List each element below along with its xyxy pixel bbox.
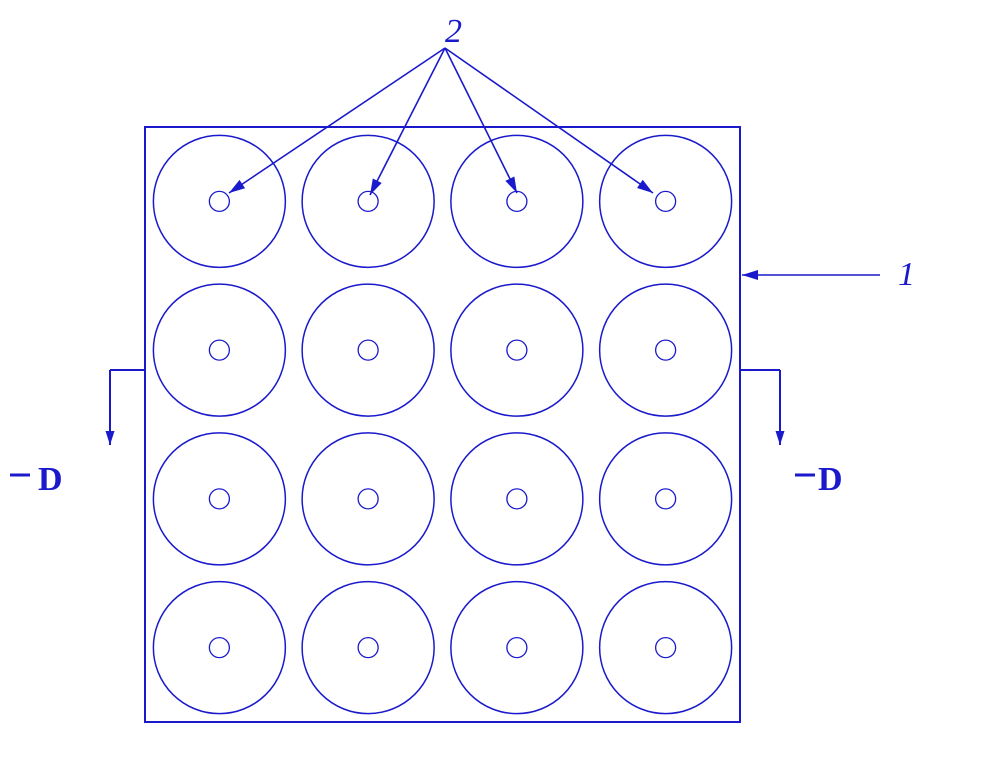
label-D-left: D	[38, 461, 63, 498]
label-D-right: D	[818, 461, 843, 498]
canvas-bg	[0, 0, 986, 759]
label-2: 2	[445, 13, 462, 50]
label-1: 1	[898, 256, 915, 293]
